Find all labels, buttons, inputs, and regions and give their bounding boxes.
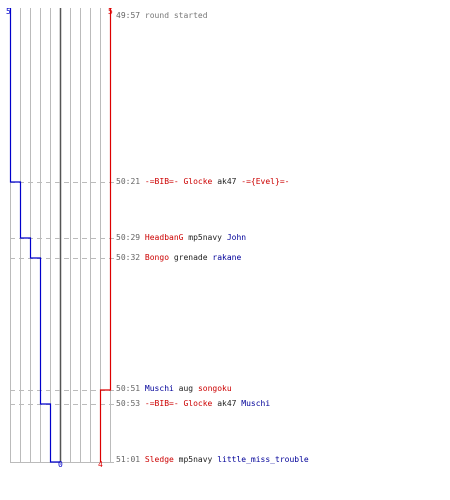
red-team-line: [99, 8, 112, 462]
victim-name: little_miss_trouble: [217, 455, 309, 464]
victim-name: rakane: [212, 253, 242, 262]
killer-name: Muschi: [144, 384, 174, 393]
center-axis-label: 0: [58, 460, 63, 469]
weapon-name: grenade: [173, 253, 208, 262]
blue-team-line: [9, 8, 61, 463]
log-line-kill: 50:21 -=BIB=- Glocke ak47 -={Evel}=-: [116, 177, 289, 187]
log-timestamp: 50:32: [116, 253, 141, 262]
log-line-kill: 50:51 Muschi aug songoku: [116, 384, 232, 394]
log-line-kill: 50:32 Bongo grenade rakane: [116, 253, 241, 263]
red-max-label: 5: [108, 7, 113, 16]
log-line-kill: 51:01 Sledge mp5navy little_miss_trouble: [116, 455, 309, 465]
weapon-name: mp5navy: [178, 455, 213, 464]
log-line-kill: 50:29 HeadbanG mp5navy John: [116, 233, 246, 243]
log-timestamp: 49:57: [116, 11, 141, 20]
weapon-name: mp5navy: [188, 233, 222, 242]
killer-name: Bongo: [144, 253, 170, 262]
log-timestamp: 50:53: [116, 399, 141, 408]
log-line-kill: 50:53 -=BIB=- Glocke ak47 Muschi: [116, 399, 270, 409]
victim-name: -={Evel}=-: [241, 177, 290, 186]
killer-name: HeadbanG: [144, 233, 184, 242]
team-lines: [9, 8, 112, 463]
event-guides: [10, 182, 114, 463]
victim-name: John: [226, 233, 247, 242]
killer-name: -=BIB=- Glocke: [144, 177, 213, 186]
killer-name: Sledge: [144, 455, 174, 464]
killer-name: -=BIB=- Glocke: [144, 399, 213, 408]
weapon-name: ak47: [217, 177, 237, 186]
victim-name: songoku: [197, 384, 232, 393]
log-timestamp: 50:21: [116, 177, 141, 186]
log-timestamp: 50:29: [116, 233, 141, 242]
log-timestamp: 50:51: [116, 384, 141, 393]
log-timestamp: 51:01: [116, 455, 141, 464]
graph-grid: [10, 8, 111, 463]
red-final-label: 4: [98, 460, 103, 469]
log-line-round-start: 49:57 round started: [116, 11, 208, 21]
victim-name: Muschi: [241, 399, 271, 408]
weapon-name: ak47: [217, 399, 237, 408]
weapon-name: aug: [178, 384, 194, 393]
log-message: round started: [144, 11, 208, 20]
blue-max-label: 5: [6, 7, 11, 16]
